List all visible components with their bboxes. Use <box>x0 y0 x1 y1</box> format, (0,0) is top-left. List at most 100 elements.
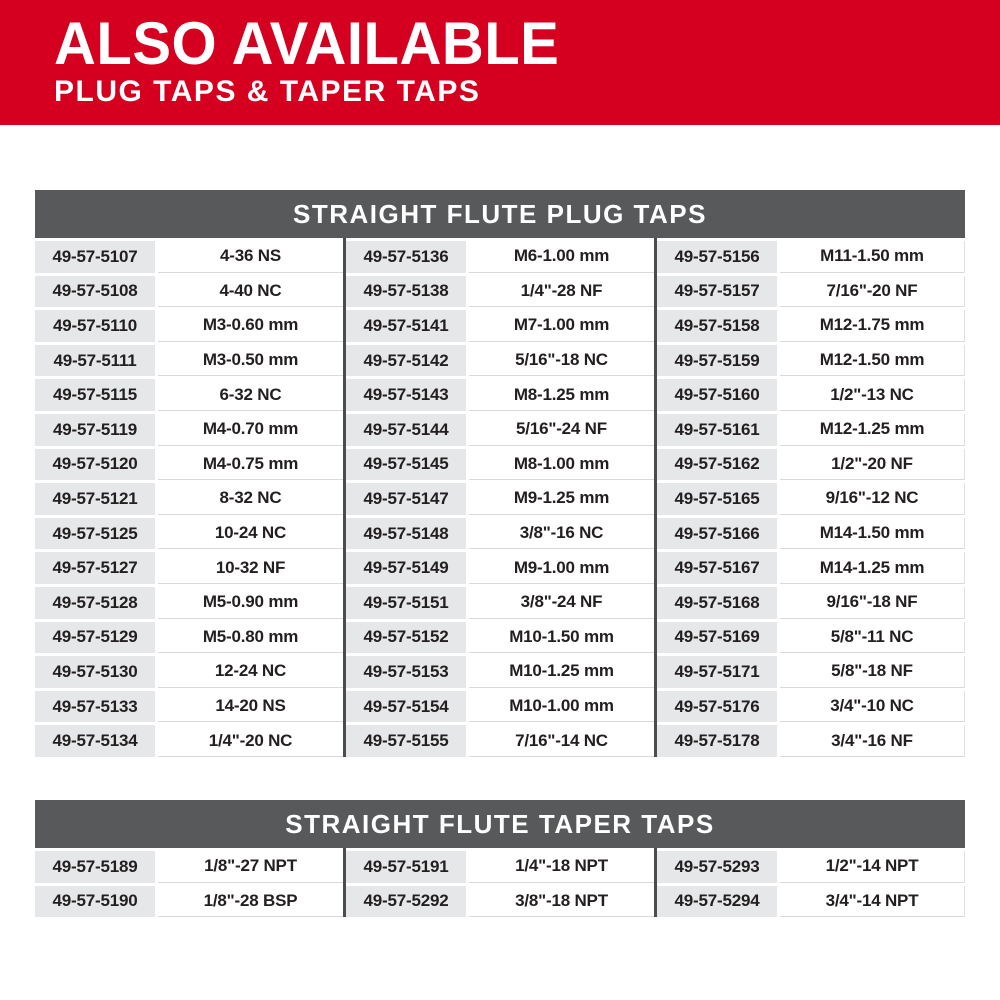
sku-cell: 49-57-5153 <box>346 656 466 688</box>
sku-cell: 49-57-5178 <box>657 725 777 757</box>
table-row: 49-57-5128 M5-0.90 mm 49-57-5151 3/8"-24 NF… <box>35 586 965 619</box>
sku-cell: 49-57-5159 <box>657 344 777 377</box>
thread-size-cell: M10-1.00 mm <box>469 690 654 723</box>
thread-size-cell: M3-0.60 mm <box>158 310 343 342</box>
sku-cell: 49-57-5168 <box>657 586 777 619</box>
sku-cell: 49-57-5151 <box>346 586 466 619</box>
thread-size-cell: M9-1.25 mm <box>469 483 654 515</box>
sku-cell: 49-57-5110 <box>35 310 155 342</box>
banner: ALSO AVAILABLE PLUG TAPS & TAPER TAPS <box>0 0 1000 125</box>
thread-size-cell: 5/16"-18 NC <box>469 344 654 377</box>
thread-size-cell: M3-0.50 mm <box>158 344 343 377</box>
sku-cell: 49-57-5166 <box>657 517 777 550</box>
thread-size-cell: M6-1.00 mm <box>469 241 654 273</box>
thread-size-cell: M5-0.80 mm <box>158 621 343 654</box>
sku-cell: 49-57-5147 <box>346 483 466 515</box>
banner-subtitle: PLUG TAPS & TAPER TAPS <box>54 75 481 109</box>
sku-cell: 49-57-5160 <box>657 379 777 411</box>
thread-size-cell: 1/2"-20 NF <box>780 448 965 481</box>
sku-cell: 49-57-5125 <box>35 517 155 550</box>
sku-cell: 49-57-5107 <box>35 241 155 273</box>
table-row: 49-57-5130 12-24 NC 49-57-5153 M10-1.25 mm 4… <box>35 656 965 688</box>
thread-size-cell: 7/16"-14 NC <box>469 725 654 757</box>
sku-cell: 49-57-5108 <box>35 275 155 308</box>
thread-size-cell: 10-32 NF <box>158 552 343 584</box>
taper-taps-table-body: 49-57-5189 1/8"-27 NPT 49-57-5191 1/4"-18 N… <box>35 848 965 918</box>
sku-cell: 49-57-5121 <box>35 483 155 515</box>
plug-taps-table-body: 49-57-5107 4-36 NS 49-57-5136 M6-1.00 mm 49-… <box>35 238 965 757</box>
sku-cell: 49-57-5144 <box>346 413 466 446</box>
column-group-divider <box>343 238 346 757</box>
sku-cell: 49-57-5292 <box>346 885 466 918</box>
sku-cell: 49-57-5165 <box>657 483 777 515</box>
sku-cell: 49-57-5293 <box>657 851 777 883</box>
thread-size-cell: 3/8"-24 NF <box>469 586 654 619</box>
sku-cell: 49-57-5129 <box>35 621 155 654</box>
table-row: 49-57-5110 M3-0.60 mm 49-57-5141 M7-1.00 mm… <box>35 310 965 342</box>
thread-size-cell: 9/16"-18 NF <box>780 586 965 619</box>
column-group-divider <box>343 848 346 918</box>
thread-size-cell: M8-1.00 mm <box>469 448 654 481</box>
sku-cell: 49-57-5149 <box>346 552 466 584</box>
sku-cell: 49-57-5136 <box>346 241 466 273</box>
thread-size-cell: 9/16"-12 NC <box>780 483 965 515</box>
sku-cell: 49-57-5143 <box>346 379 466 411</box>
sku-cell: 49-57-5155 <box>346 725 466 757</box>
table-row: 49-57-5119 M4-0.70 mm 49-57-5144 5/16"-24 N… <box>35 413 965 446</box>
table-row: 49-57-5190 1/8"-28 BSP 49-57-5292 3/8"-18 N… <box>35 885 965 918</box>
thread-size-cell: 4-40 NC <box>158 275 343 308</box>
thread-size-cell: 8-32 NC <box>158 483 343 515</box>
column-group-divider <box>654 848 657 918</box>
thread-size-cell: M12-1.75 mm <box>780 310 965 342</box>
sku-cell: 49-57-5145 <box>346 448 466 481</box>
thread-size-cell: 14-20 NS <box>158 690 343 723</box>
thread-size-cell: 5/16"-24 NF <box>469 413 654 446</box>
thread-size-cell: 5/8"-18 NF <box>780 656 965 688</box>
table-row: 49-57-5111 M3-0.50 mm 49-57-5142 5/16"-18 N… <box>35 344 965 377</box>
plug-taps-table: STRAIGHT FLUTE PLUG TAPS 49-57-5107 4-36 … <box>35 190 965 760</box>
thread-size-cell: 10-24 NC <box>158 517 343 550</box>
table-row: 49-57-5134 1/4"-20 NC 49-57-5155 7/16"-14 N… <box>35 725 965 757</box>
sku-cell: 49-57-5134 <box>35 725 155 757</box>
thread-size-cell: M12-1.50 mm <box>780 344 965 377</box>
sku-cell: 49-57-5119 <box>35 413 155 446</box>
sku-cell: 49-57-5191 <box>346 851 466 883</box>
table-row: 49-57-5127 10-32 NF 49-57-5149 M9-1.00 mm 49… <box>35 552 965 584</box>
table-row: 49-57-5107 4-36 NS 49-57-5136 M6-1.00 mm 49-… <box>35 241 965 273</box>
sku-cell: 49-57-5161 <box>657 413 777 446</box>
thread-size-cell: M10-1.50 mm <box>469 621 654 654</box>
thread-size-cell: 3/4"-10 NC <box>780 690 965 723</box>
taper-taps-table: STRAIGHT FLUTE TAPER TAPS 49-57-5189 1/8"… <box>35 800 965 920</box>
table-row: 49-57-5129 M5-0.80 mm 49-57-5152 M10-1.50 m… <box>35 621 965 654</box>
sku-cell: 49-57-5176 <box>657 690 777 723</box>
taper-taps-table-title: STRAIGHT FLUTE TAPER TAPS <box>35 800 965 848</box>
thread-size-cell: 5/8"-11 NC <box>780 621 965 654</box>
sku-cell: 49-57-5171 <box>657 656 777 688</box>
sku-cell: 49-57-5142 <box>346 344 466 377</box>
thread-size-cell: 4-36 NS <box>158 241 343 273</box>
sku-cell: 49-57-5152 <box>346 621 466 654</box>
thread-size-cell: M9-1.00 mm <box>469 552 654 584</box>
thread-size-cell: M4-0.70 mm <box>158 413 343 446</box>
thread-size-cell: 1/2"-13 NC <box>780 379 965 411</box>
thread-size-cell: M14-1.25 mm <box>780 552 965 584</box>
sku-cell: 49-57-5190 <box>35 885 155 918</box>
sku-cell: 49-57-5169 <box>657 621 777 654</box>
thread-size-cell: M8-1.25 mm <box>469 379 654 411</box>
thread-size-cell: 1/4"-20 NC <box>158 725 343 757</box>
table-row: 49-57-5108 4-40 NC 49-57-5138 1/4"-28 NF 49-… <box>35 275 965 308</box>
plug-taps-table-title: STRAIGHT FLUTE PLUG TAPS <box>35 190 965 238</box>
thread-size-cell: M12-1.25 mm <box>780 413 965 446</box>
thread-size-cell: 6-32 NC <box>158 379 343 411</box>
sku-cell: 49-57-5154 <box>346 690 466 723</box>
sku-cell: 49-57-5141 <box>346 310 466 342</box>
sku-cell: 49-57-5128 <box>35 586 155 619</box>
table-row: 49-57-5189 1/8"-27 NPT 49-57-5191 1/4"-18 N… <box>35 851 965 883</box>
thread-size-cell: 3/8"-16 NC <box>469 517 654 550</box>
sku-cell: 49-57-5156 <box>657 241 777 273</box>
thread-size-cell: M5-0.90 mm <box>158 586 343 619</box>
thread-size-cell: M4-0.75 mm <box>158 448 343 481</box>
thread-size-cell: 12-24 NC <box>158 656 343 688</box>
column-group-divider <box>654 238 657 757</box>
